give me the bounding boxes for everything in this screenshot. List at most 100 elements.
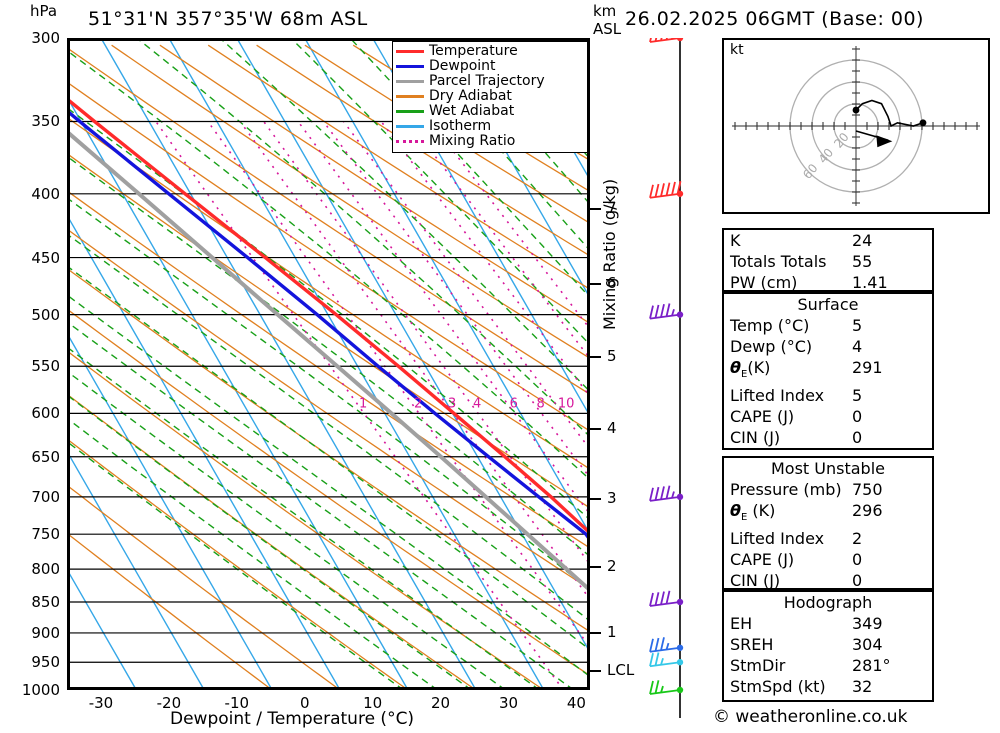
height-tick-4km: 4 (607, 418, 617, 437)
data-row: Totals Totals 55 (724, 251, 932, 272)
pressure-tick-300: 300 (31, 29, 60, 47)
height-tick-1km: 1 (607, 622, 617, 641)
legend-label: Dewpoint (429, 58, 496, 74)
lcl-label: LCL (607, 660, 635, 679)
height-tick-mark (590, 283, 601, 286)
wind-barb-925mb (649, 637, 684, 653)
svg-text:4: 4 (473, 396, 481, 411)
row-key: CIN (J) (730, 428, 781, 448)
data-row: θE(K) 291 (724, 357, 932, 385)
legend-item-dewpoint: Dewpoint (396, 59, 584, 74)
row-value: 349 (852, 614, 883, 633)
row-value: 0 (852, 428, 863, 448)
legend-item-wet-adiabat: Wet Adiabat (396, 104, 584, 119)
data-row: SREH 304 (724, 634, 932, 655)
hodograph-chart: 20 40 60 (722, 4, 990, 248)
legend-label: Temperature (429, 43, 518, 59)
row-key: θE(K) (730, 358, 771, 381)
row-value: 304 (852, 635, 883, 654)
data-row: StmSpd (kt) 32 (724, 676, 932, 697)
copyright-notice: © weatheronline.co.uk (713, 707, 908, 727)
svg-text:1: 1 (359, 396, 367, 411)
pressure-tick-750: 750 (31, 525, 60, 544)
svg-text:3: 3 (448, 396, 456, 411)
height-axis-unit-asl: ASL (593, 20, 622, 38)
row-key: CIN (J) (730, 571, 781, 591)
data-row: Pressure (mb) 750 (724, 479, 932, 500)
pressure-tick-550: 550 (31, 357, 60, 376)
row-value: 281° (852, 656, 891, 675)
row-key: Lifted Index (730, 386, 825, 406)
legend-label: Isotherm (429, 118, 492, 134)
temp-tick-0: 0 (299, 694, 310, 712)
data-row: CIN (J) 0 (724, 570, 932, 591)
lcl-tick-mark (590, 669, 601, 672)
height-tick-2km: 2 (607, 556, 617, 575)
row-key: Dewp (°C) (730, 337, 813, 356)
mixing-ratio-axis-title: Mixing Ratio (g/kg) (600, 178, 619, 330)
height-axis-unit: km (593, 2, 617, 20)
pressure-tick-900: 900 (31, 623, 60, 642)
temp-tick-30: 30 (498, 694, 519, 712)
pressure-tick-1000: 1000 (21, 681, 60, 699)
height-tick-mark (590, 631, 601, 634)
data-row: Dewp (°C) 4 (724, 336, 932, 357)
row-value: 5 (852, 386, 863, 406)
temp-tick--30: -30 (88, 694, 114, 712)
height-tick-mark (590, 208, 601, 211)
row-value: 4 (852, 337, 863, 356)
legend-item-isotherm: Isotherm (396, 119, 584, 134)
legend-label: Parcel Trajectory (429, 73, 545, 89)
svg-text:6: 6 (510, 396, 518, 411)
row-value: 55 (852, 252, 873, 271)
indices-panel: K 24 Totals Totals 55 PW (cm) 1.41 (722, 228, 934, 292)
legend-item-dry-adiabat: Dry Adiabat (396, 89, 584, 104)
row-key: CAPE (J) (730, 550, 795, 570)
legend-swatch-icon (396, 110, 424, 113)
row-key: SREH (730, 635, 774, 654)
legend-swatch-icon (396, 125, 424, 128)
legend-label: Mixing Ratio (429, 133, 516, 149)
hodograph-ring-label-60: 60 (800, 161, 821, 182)
data-row: CIN (J) 0 (724, 427, 932, 448)
temp-tick-20: 20 (431, 694, 451, 712)
pressure-tick-600: 600 (31, 404, 60, 423)
pressure-axis-unit: hPa (30, 2, 58, 20)
data-row: CAPE (J) 0 (724, 549, 932, 570)
temp-tick-10: 10 (363, 694, 383, 712)
height-tick-mark (590, 497, 601, 500)
x-axis-title: Dewpoint / Temperature (°C) (170, 709, 415, 729)
height-tick-6km: 6 (607, 274, 617, 293)
row-key: Totals Totals (730, 252, 827, 271)
wind-barb-column (628, 25, 690, 718)
row-key: StmSpd (kt) (730, 677, 826, 696)
legend-swatch-icon (396, 80, 424, 83)
hodograph-ring-label-20: 20 (831, 130, 852, 151)
datetime-title: 26.02.2025 06GMT (Base: 00) (625, 8, 924, 30)
wind-barb-500mb (649, 303, 684, 320)
pressure-tick-650: 650 (31, 447, 60, 466)
legend-label: Wet Adiabat (429, 103, 515, 119)
row-key: PW (cm) (730, 273, 798, 292)
data-row: Lifted Index 5 (724, 385, 932, 406)
temp-tick-40: 40 (566, 694, 586, 712)
panel-title: Surface (797, 295, 859, 314)
temp-tick--20: -20 (156, 694, 182, 712)
surface-panel: Surface Temp (°C) 5 Dewp (°C) 4 θE(K) 291 Lifte… (722, 292, 934, 450)
legend-item-mixing-ratio: Mixing Ratio (396, 134, 584, 149)
height-tick-5km: 5 (607, 347, 617, 366)
row-value: 0 (852, 550, 863, 570)
row-value: 0 (852, 407, 863, 427)
pressure-tick-400: 400 (31, 184, 60, 203)
legend-item-temperature: Temperature (396, 44, 584, 59)
data-row: StmDir 281° (724, 655, 932, 676)
most-unstable-panel: Most Unstable Pressure (mb) 750 θE (K) 296 Li… (722, 456, 934, 590)
row-key: EH (730, 614, 753, 633)
legend-swatch-icon (396, 50, 424, 53)
legend-label: Dry Adiabat (429, 88, 512, 104)
row-value: 291 (852, 358, 883, 377)
row-key: Pressure (mb) (730, 480, 842, 499)
row-value: 5 (852, 316, 863, 335)
pressure-tick-500: 500 (31, 305, 60, 324)
data-row: Lifted Index 2 (724, 528, 932, 549)
